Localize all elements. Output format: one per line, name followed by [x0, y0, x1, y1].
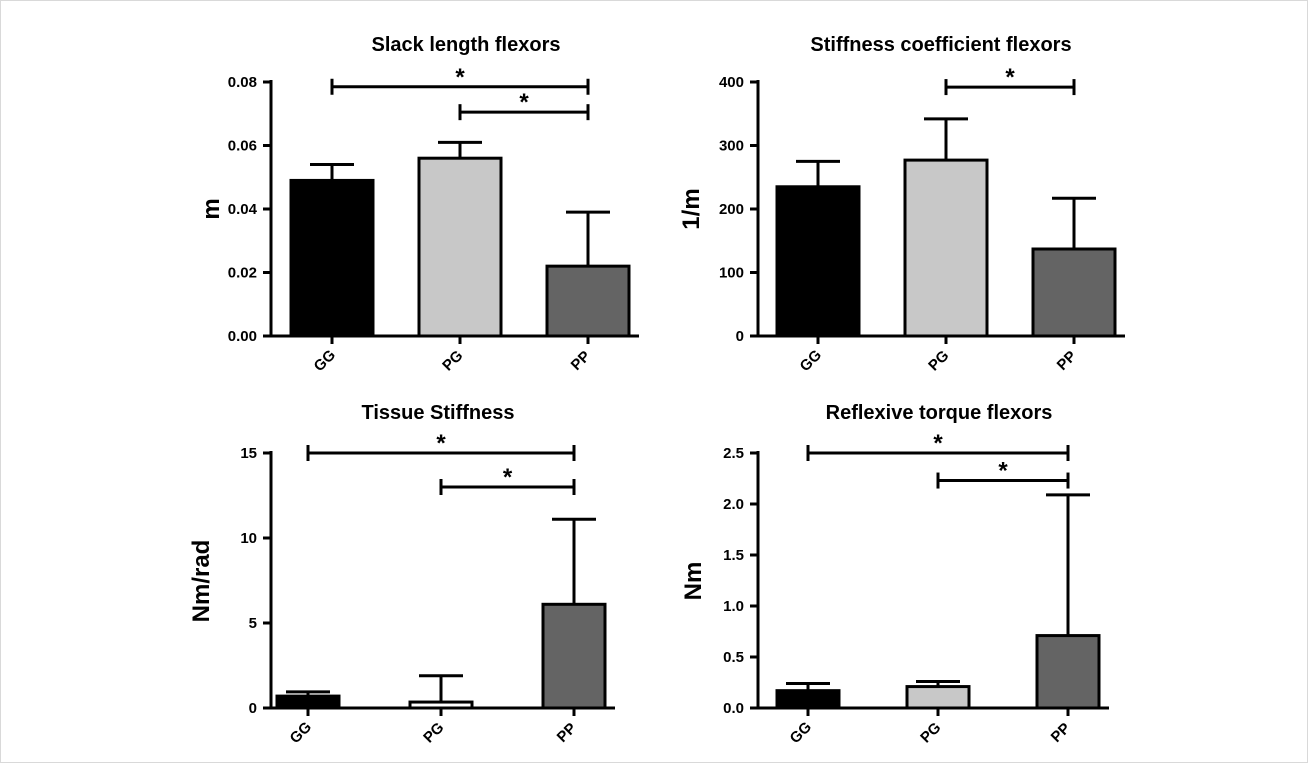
y-axis-label: Nm [680, 562, 707, 601]
chart-panel-tissue-stiffness: Tissue Stiffness Nm/rad 0 5 10 15 GG PG PP * * [188, 402, 615, 747]
bar-pp [1033, 249, 1115, 336]
y-axis-label: m [198, 198, 225, 219]
x-tick-label-gg: GG [311, 347, 340, 376]
significance-bracket: * [938, 458, 1068, 489]
chart-title: Stiffness coefficient flexors [810, 34, 1071, 56]
bar-pg [907, 687, 969, 708]
y-tick-label: 0 [736, 328, 744, 345]
x-tick-label-pg: PG [917, 719, 944, 746]
y-tick-label: 300 [719, 138, 744, 155]
y-tick-label: 1.0 [723, 598, 744, 615]
y-tick-label: 100 [719, 265, 744, 282]
x-tick-label-gg: GG [787, 719, 816, 748]
bar-gg [777, 187, 859, 336]
y-tick-label: 10 [240, 530, 257, 547]
y-axis-label: 1/m [678, 188, 705, 229]
chart-title: Slack length flexors [372, 34, 561, 56]
chart-title: Reflexive torque flexors [826, 402, 1053, 424]
y-tick-label: 0.02 [228, 265, 257, 282]
significance-bracket: * [946, 64, 1074, 95]
bar-pp [547, 266, 629, 336]
x-tick-label-pp: PP [554, 720, 580, 746]
x-tick-label-pg: PG [420, 719, 447, 746]
y-tick-label: 0.06 [228, 138, 257, 155]
y-tick-label: 1.5 [723, 547, 744, 564]
y-tick-label: 200 [719, 201, 744, 218]
y-tick-label: 400 [719, 74, 744, 91]
significance-star: * [1005, 64, 1015, 91]
y-tick-label: 2.0 [723, 496, 744, 513]
y-axis-label: Nm/rad [188, 540, 215, 623]
chart-title: Tissue Stiffness [361, 402, 514, 424]
x-tick-label-pp: PP [1054, 348, 1080, 374]
x-tick-label-gg: GG [287, 719, 316, 748]
significance-star: * [519, 89, 529, 116]
significance-star: * [436, 430, 446, 457]
bar-gg [291, 180, 373, 336]
significance-bracket: * [460, 89, 588, 120]
y-tick-label: 5 [249, 615, 257, 632]
chart-panel-reflexive-torque-flexors: Reflexive torque flexors Nm 0.0 0.5 1.0 1.5 2.… [680, 402, 1109, 747]
x-tick-label-pp: PP [1048, 720, 1074, 746]
bar-gg [777, 691, 839, 708]
significance-star: * [998, 458, 1008, 485]
bar-pg [410, 702, 472, 708]
x-tick-label-pg: PG [925, 347, 952, 374]
significance-star: * [933, 430, 943, 457]
y-tick-label: 0.00 [228, 328, 257, 345]
bar-pp [1037, 636, 1099, 708]
y-tick-label: 0 [249, 700, 257, 717]
y-tick-label: 0.08 [228, 74, 257, 91]
y-tick-label: 2.5 [723, 445, 744, 462]
significance-bracket: * [332, 64, 588, 95]
x-tick-label-pp: PP [568, 348, 594, 374]
x-tick-label-pg: PG [439, 347, 466, 374]
significance-star: * [503, 464, 513, 491]
significance-star: * [455, 64, 465, 91]
x-tick-label-gg: GG [797, 347, 826, 376]
bar-pg [419, 158, 501, 336]
significance-bracket: * [808, 430, 1068, 461]
bar-pg [905, 160, 987, 336]
significance-bracket: * [308, 430, 574, 461]
chart-panel-slack-length-flexors: Slack length flexors m 0.00 0.02 0.04 0.06 0.0… [198, 34, 639, 375]
y-tick-label: 0.0 [723, 700, 744, 717]
bar-gg [277, 696, 339, 708]
y-tick-label: 0.04 [228, 201, 258, 218]
y-tick-label: 0.5 [723, 649, 744, 666]
y-tick-label: 15 [240, 445, 257, 462]
chart-panel-stiffness-coefficient-flexors: Stiffness coefficient flexors 1/m 0 100 200 3… [678, 34, 1125, 375]
significance-bracket: * [441, 464, 574, 495]
bar-pp [543, 604, 605, 708]
